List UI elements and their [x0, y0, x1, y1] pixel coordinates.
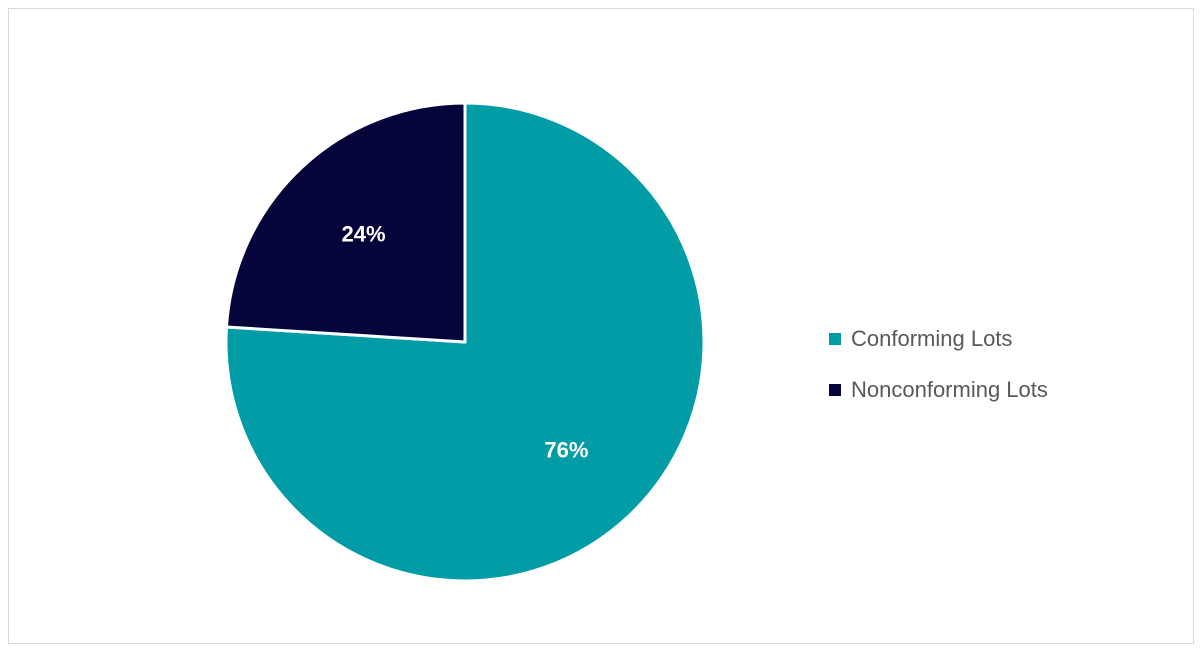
- pie-slices: [224, 101, 706, 583]
- pie-slice-nonconforming-lots: [224, 101, 467, 344]
- pie-data-labels: 76% 24%: [342, 221, 589, 462]
- chart-area: 76% 24% Conforming Lots Nonconforming Lot…: [8, 8, 1194, 644]
- pie-slice-conforming-lots: [224, 101, 706, 583]
- legend-item-conforming-lots: Conforming Lots: [829, 325, 1048, 353]
- data-label-nonconforming-lots: 24%: [342, 221, 386, 246]
- legend-label-conforming-lots: Conforming Lots: [851, 326, 1013, 351]
- legend-item-nonconforming-lots: Nonconforming Lots: [829, 376, 1048, 404]
- legend-label-nonconforming-lots: Nonconforming Lots: [851, 377, 1048, 402]
- legend-swatch-nonconforming-lots: [829, 384, 841, 396]
- data-label-conforming-lots: 76%: [544, 438, 588, 463]
- legend-swatch-conforming-lots: [829, 333, 841, 345]
- pie-chart: 76% 24%: [224, 101, 706, 583]
- legend: Conforming Lots Nonconforming Lots: [829, 325, 1048, 427]
